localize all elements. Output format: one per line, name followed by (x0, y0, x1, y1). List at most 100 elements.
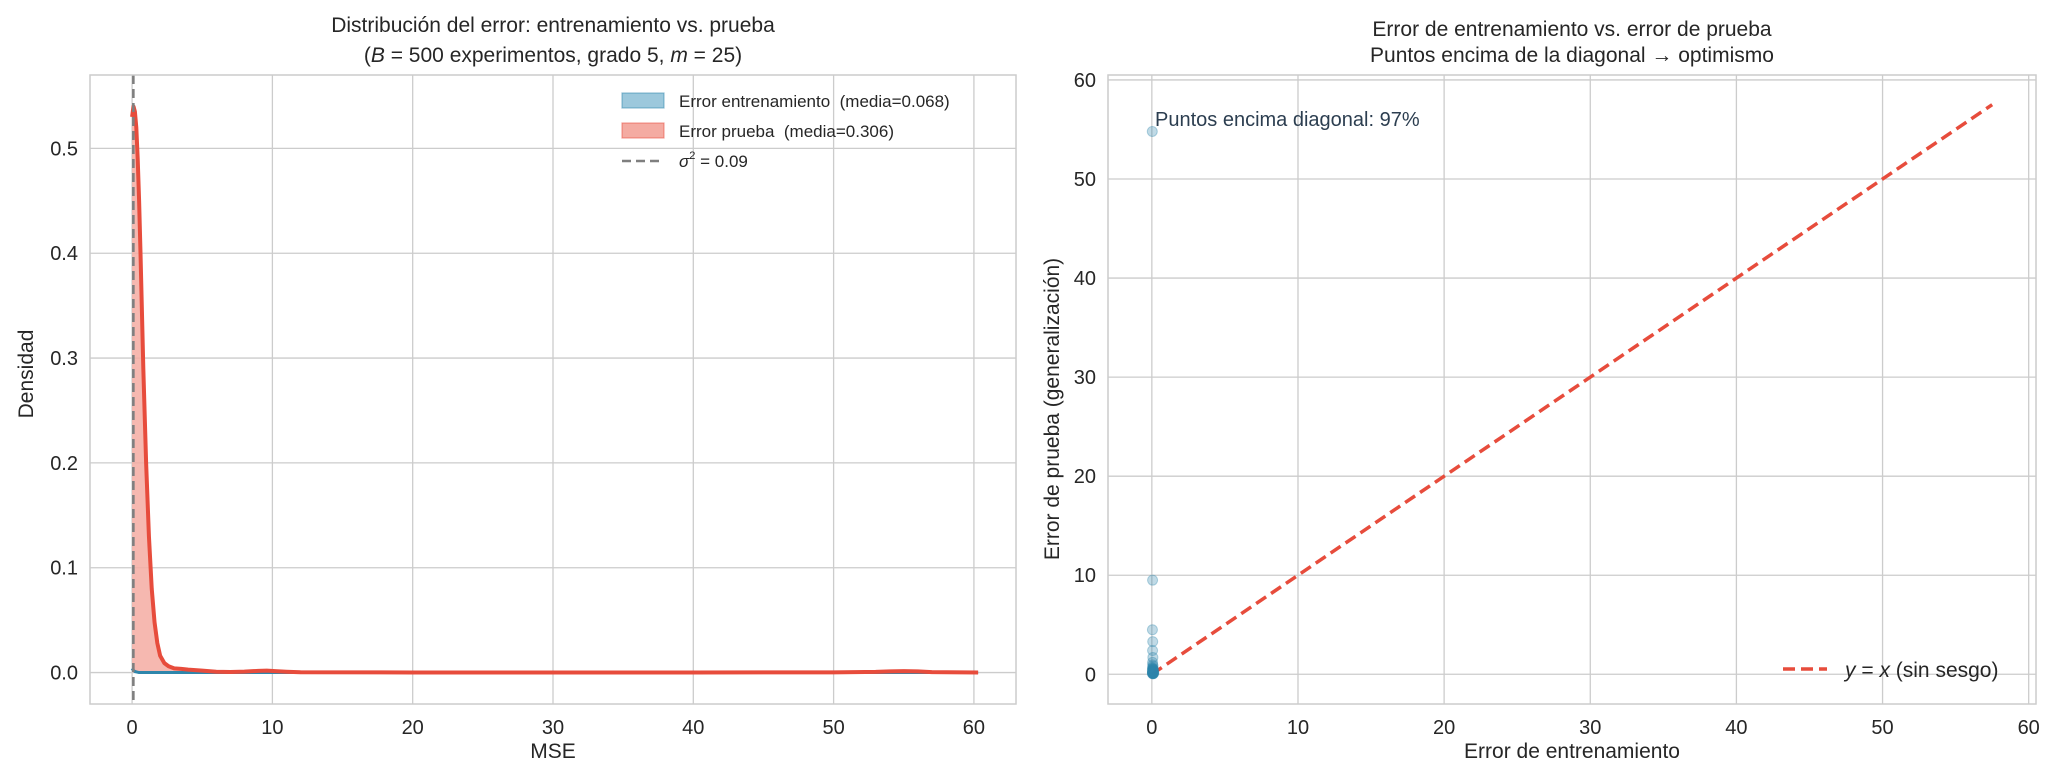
density-chart: Distribución del error: entrenamiento vs… (15, 14, 1017, 763)
legend-swatch-test (621, 122, 665, 139)
scatter-point (1147, 666, 1159, 678)
scatter-point (1147, 663, 1159, 675)
y-tick-label: 60 (1074, 70, 1096, 92)
x-tick-label: 30 (1579, 717, 1601, 739)
scatter-point (1147, 651, 1159, 663)
scatter-chart-legend: y = x (sin sesgo) (1783, 659, 1998, 682)
x-tick-label: 20 (1433, 717, 1455, 739)
y-tick-label: 30 (1074, 367, 1096, 389)
scatter-chart-title-line1: Error de entrenamiento vs. error de prue… (1372, 18, 1772, 41)
y-tick-label: 20 (1074, 466, 1096, 488)
scatter-point (1147, 664, 1159, 676)
scatter-chart-x-ticks: 0 10 20 30 40 50 60 (1146, 717, 2040, 739)
density-chart-areas (132, 106, 979, 673)
x-tick-label: 30 (542, 717, 564, 739)
x-tick-label: 50 (822, 717, 844, 739)
scatter-point (1148, 666, 1160, 678)
scatter-point (1148, 667, 1160, 679)
y-tick-label: 0.2 (50, 453, 78, 475)
scatter-point (1147, 665, 1159, 677)
x-tick-label: 40 (682, 717, 704, 739)
y-tick-label: 10 (1074, 565, 1096, 587)
scatter-point (1147, 666, 1159, 678)
legend-label-diagonal: y = x (sin sesgo) (1843, 659, 1998, 682)
above-diagonal-annotation: Puntos encima diagonal: 97% (1155, 109, 1420, 131)
legend-label-test: Error prueba (media=0.306) (679, 122, 894, 141)
density-chart-y-label: Densidad (15, 330, 38, 419)
scatter-point (1146, 624, 1158, 636)
x-tick-label: 0 (127, 717, 138, 739)
scatter-point (1147, 664, 1159, 676)
scatter-point (1147, 667, 1159, 679)
diagonal-line (1150, 103, 1994, 676)
density-chart-grid (90, 75, 1016, 704)
scatter-point (1147, 668, 1159, 680)
scatter-point (1147, 667, 1159, 679)
density-area-test (132, 106, 979, 673)
scatter-point (1146, 125, 1158, 137)
scatter-point (1147, 574, 1159, 586)
x-tick-label: 10 (1287, 717, 1309, 739)
density-chart-frame (89, 74, 1017, 705)
legend-label-sigma: σ2 = 0.09 (679, 150, 748, 171)
scatter-point (1147, 666, 1159, 678)
density-line-test (130, 104, 979, 675)
x-tick-label: 10 (261, 717, 283, 739)
scatter-chart-y-label: Error de prueba (generalización) (1041, 258, 1064, 560)
scatter-point (1147, 666, 1159, 678)
scatter-chart-y-ticks: 0 10 20 30 40 50 60 (1074, 70, 1096, 686)
density-chart-legend: Error entrenamiento (media=0.068) Error … (621, 92, 950, 171)
scatter-point (1147, 665, 1159, 677)
scatter-point (1147, 662, 1159, 674)
density-chart-x-label: MSE (530, 740, 576, 763)
x-tick-label: 60 (963, 717, 985, 739)
scatter-chart: Error de entrenamiento vs. error de prue… (1041, 18, 2040, 763)
scatter-point (1147, 663, 1159, 675)
y-tick-label: 0.5 (50, 138, 78, 160)
density-chart-title-line2: (B = 500 experimentos, grado 5, m = 25) (364, 44, 742, 67)
scatter-chart-x-label: Error de entrenamiento (1464, 740, 1680, 763)
x-tick-label: 50 (1871, 717, 1893, 739)
scatter-chart-grid (1108, 75, 2036, 704)
scatter-point (1147, 660, 1159, 672)
scatter-point (1146, 667, 1158, 679)
scatter-point (1147, 667, 1159, 679)
scatter-point (1147, 656, 1159, 668)
y-tick-label: 50 (1074, 169, 1096, 191)
scatter-point (1147, 662, 1159, 674)
scatter-point (1147, 659, 1159, 671)
scatter-point (1146, 665, 1158, 677)
legend-label-train: Error entrenamiento (media=0.068) (679, 92, 950, 111)
scatter-point (1147, 667, 1159, 679)
scatter-point (1147, 667, 1159, 679)
scatter-point (1147, 665, 1159, 677)
y-tick-label: 0.4 (50, 243, 78, 265)
y-tick-label: 40 (1074, 268, 1096, 290)
scatter-point (1147, 667, 1159, 679)
density-chart-title-line1: Distribución del error: entrenamiento vs… (331, 14, 775, 37)
scatter-point (1147, 645, 1159, 657)
scatter-point (1147, 667, 1159, 679)
y-tick-label: 0 (1085, 664, 1096, 686)
scatter-point (1147, 667, 1159, 679)
x-tick-label: 0 (1146, 717, 1157, 739)
scatter-points (1146, 125, 1160, 680)
legend-swatch-train (621, 92, 665, 109)
x-tick-label: 60 (2018, 717, 2040, 739)
y-tick-label: 0.1 (50, 558, 78, 580)
density-chart-lines (130, 104, 979, 675)
density-chart-y-ticks: 0.0 0.1 0.2 0.3 0.4 0.5 (50, 138, 78, 684)
scatter-point (1147, 668, 1159, 680)
scatter-chart-title-line2: Puntos encima de la diagonal → optimismo (1370, 44, 1774, 67)
density-chart-x-ticks: 0 10 20 30 40 50 60 (127, 717, 986, 739)
scatter-point (1147, 665, 1159, 677)
scatter-chart-frame (1107, 74, 2037, 705)
y-tick-label: 0.3 (50, 348, 78, 370)
scatter-point (1147, 636, 1159, 648)
y-tick-label: 0.0 (50, 663, 78, 685)
scatter-point (1147, 666, 1159, 678)
scatter-point (1147, 668, 1159, 680)
scatter-point (1147, 667, 1159, 679)
x-tick-label: 20 (402, 717, 424, 739)
